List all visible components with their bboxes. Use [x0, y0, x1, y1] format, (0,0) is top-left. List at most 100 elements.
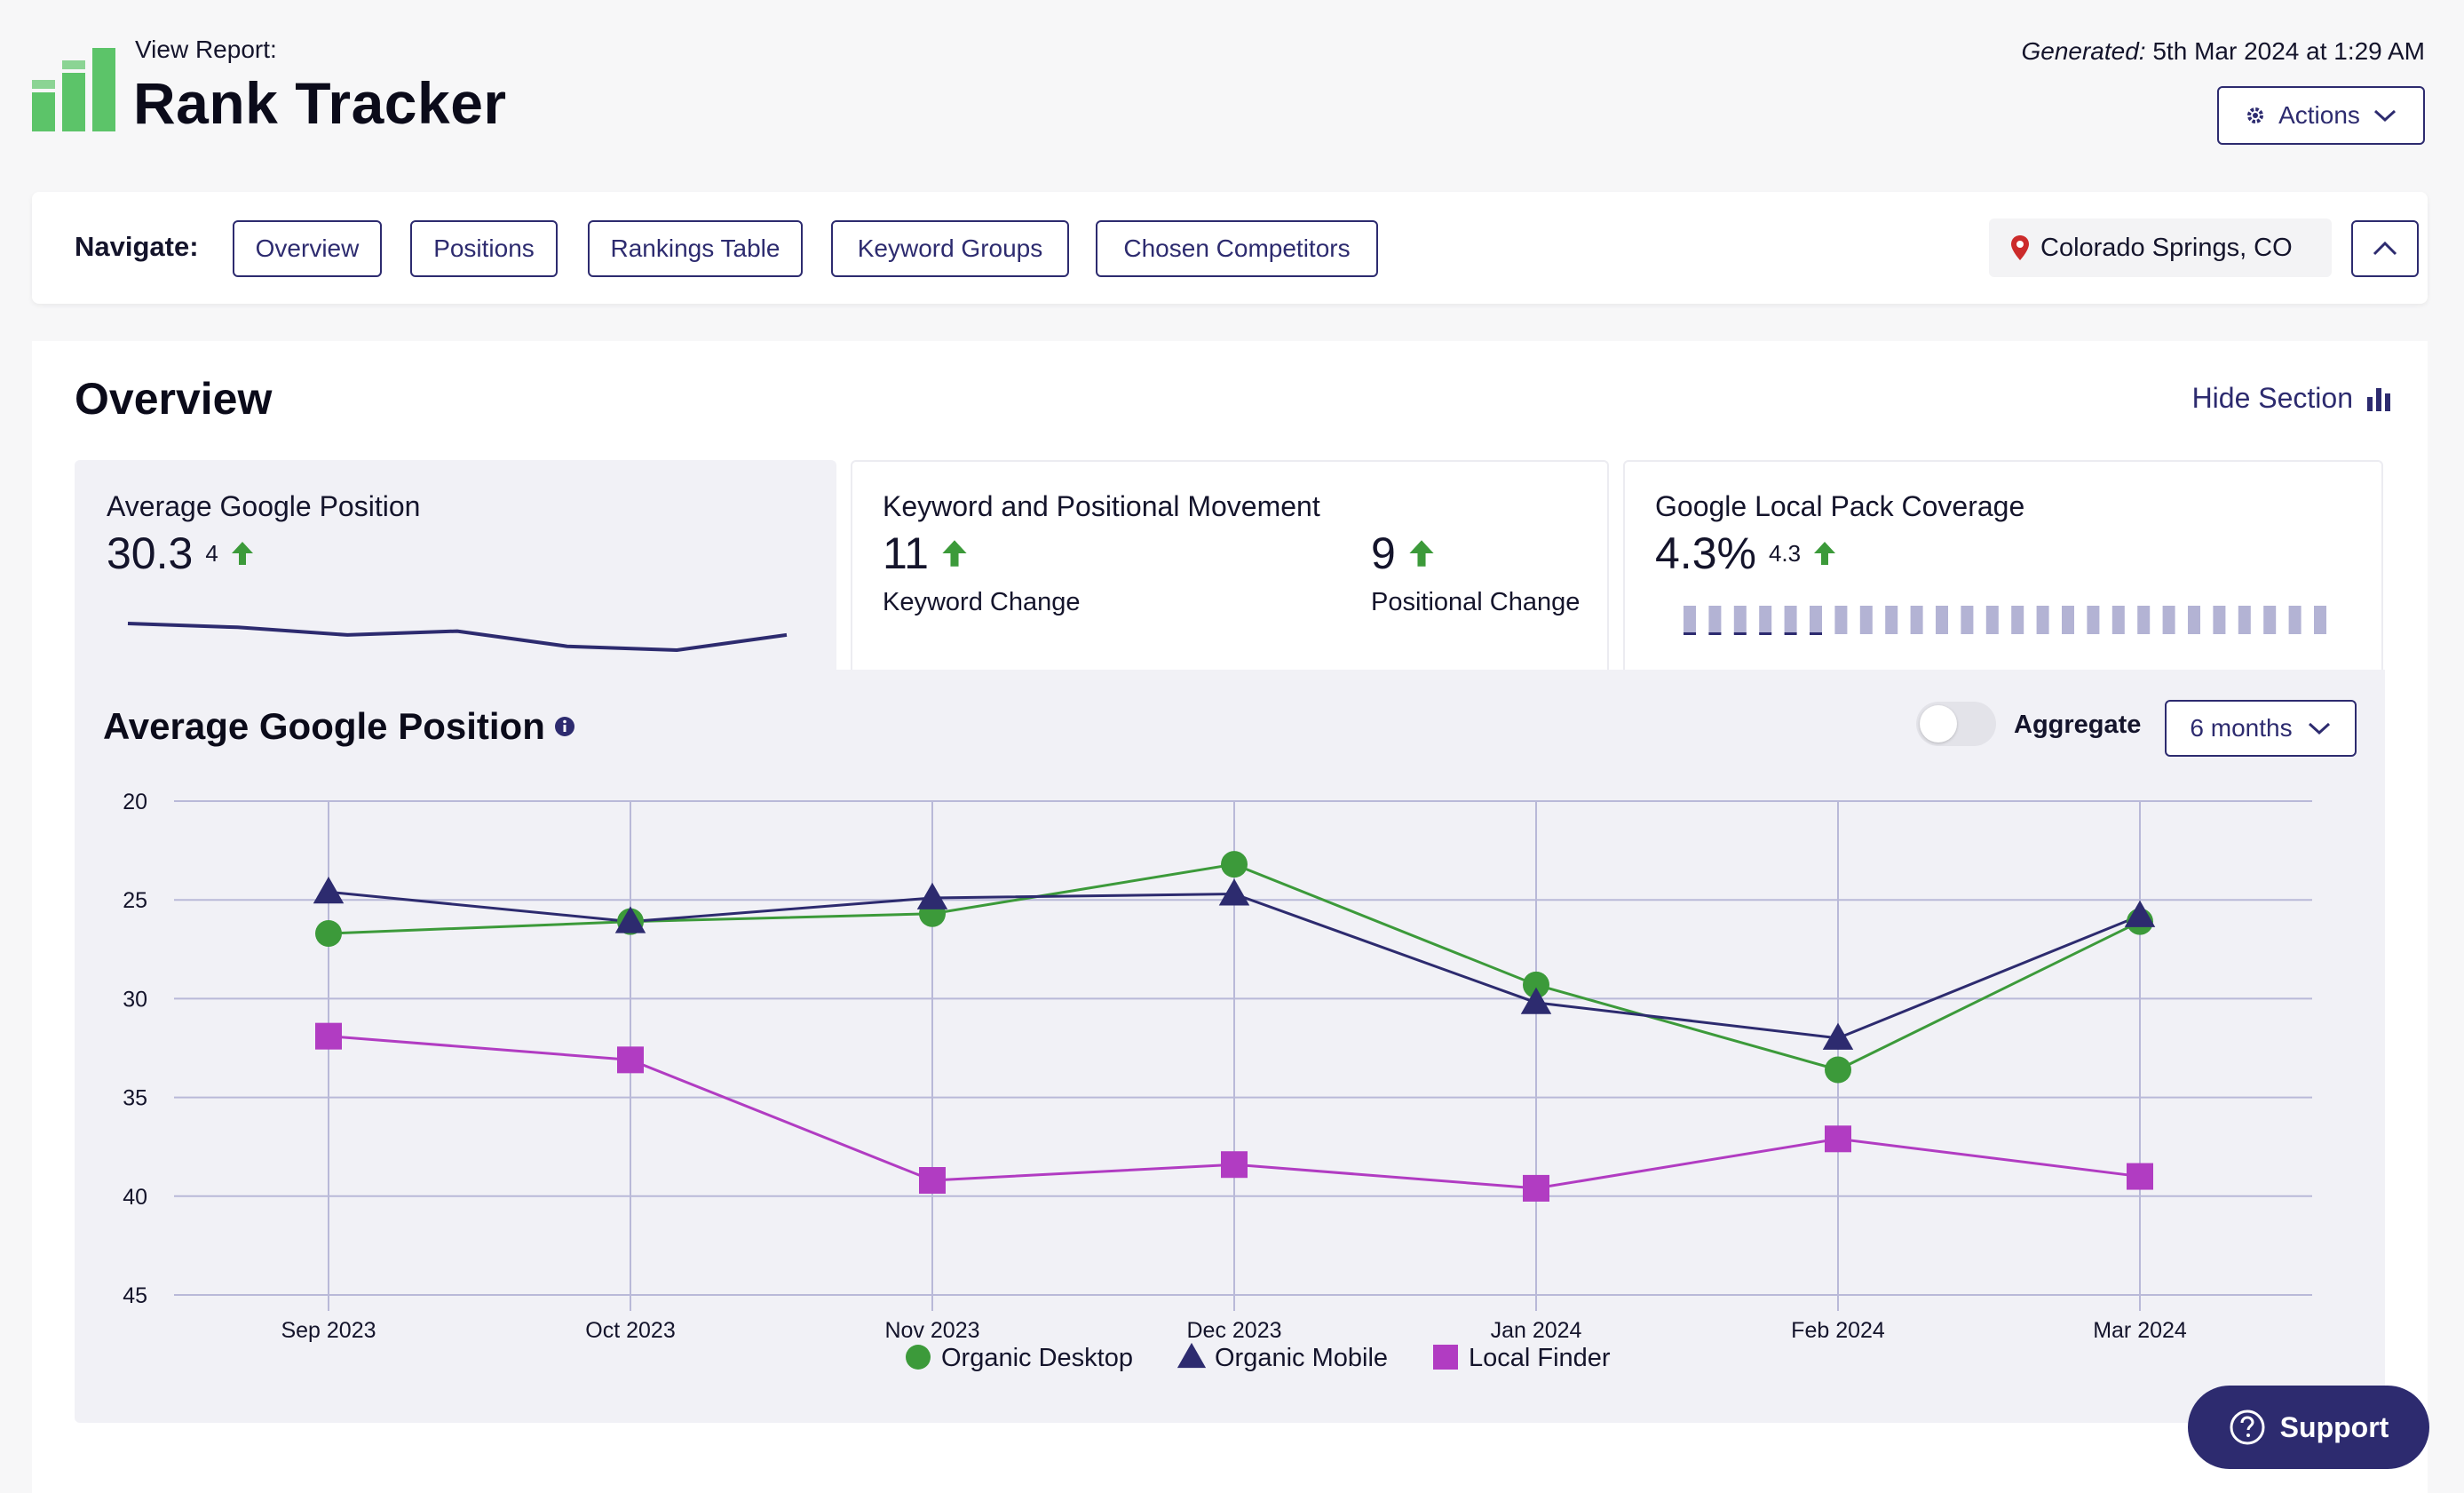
coverage-bar	[1784, 606, 1797, 634]
nav-overview-button[interactable]: Overview	[233, 220, 382, 277]
local-pack-change: 4.3	[1768, 539, 1802, 567]
coverage-bar	[1859, 606, 1873, 634]
nav-keyword-groups-button[interactable]: Keyword Groups	[831, 220, 1069, 277]
legend-marker[interactable]	[906, 1345, 931, 1370]
rank-tracker-logo	[32, 48, 115, 131]
view-report-label: View Report:	[135, 36, 277, 63]
coverage-bar	[1985, 606, 1999, 634]
support-button[interactable]: Support	[2188, 1386, 2429, 1469]
local-pack-coverage-card[interactable]: Google Local Pack Coverage 4.3% 4.3	[1623, 460, 2383, 682]
coverage-bar	[1733, 606, 1747, 634]
aggregate-toggle[interactable]	[1916, 702, 1996, 746]
coverage-bar	[2288, 606, 2302, 634]
chevron-down-icon	[2308, 722, 2330, 735]
coverage-bar	[2162, 606, 2175, 634]
data-point-organic-mobile[interactable]	[614, 906, 646, 933]
map-pin-icon	[2011, 235, 2029, 260]
data-point-organic-desktop[interactable]	[1221, 851, 1248, 878]
data-point-organic-mobile[interactable]	[916, 882, 948, 909]
info-icon[interactable]	[554, 716, 575, 737]
data-point-local-finder[interactable]	[1221, 1151, 1248, 1179]
x-tick-label: Nov 2023	[884, 1318, 979, 1343]
data-point-organic-mobile[interactable]	[313, 877, 345, 904]
legend-marker[interactable]	[1433, 1345, 1458, 1370]
average-position-chart-panel: Average Google Position Aggregate 6 mont…	[75, 670, 2385, 1423]
data-point-local-finder[interactable]	[315, 1022, 342, 1050]
data-point-organic-mobile[interactable]	[1822, 1022, 1854, 1050]
coverage-bar	[2263, 606, 2277, 634]
average-position-value: 30.3	[107, 528, 194, 578]
hide-section-button[interactable]: Hide Section	[2192, 382, 2392, 415]
data-point-organic-desktop[interactable]	[1523, 971, 1549, 998]
local-pack-value: 4.3%	[1655, 528, 1756, 578]
average-position-card-title: Average Google Position	[107, 490, 421, 522]
navigate-label: Navigate:	[75, 231, 199, 262]
nav-chosen-competitors-button[interactable]: Chosen Competitors	[1096, 220, 1378, 277]
coverage-bar	[2087, 606, 2100, 634]
x-tick-label: Sep 2023	[281, 1318, 376, 1343]
average-position-value-row: 30.3 4	[107, 528, 254, 579]
time-range-select[interactable]: 6 months	[2165, 700, 2357, 757]
legend-label[interactable]: Organic Desktop	[941, 1344, 1133, 1372]
data-point-organic-desktop[interactable]	[1825, 1056, 1851, 1084]
coverage-bar	[2314, 606, 2326, 634]
data-point-local-finder[interactable]	[1825, 1125, 1851, 1153]
data-point-organic-mobile[interactable]	[1218, 878, 1250, 906]
time-range-label: 6 months	[2190, 714, 2293, 742]
overview-title: Overview	[75, 374, 273, 424]
x-tick-label: Oct 2023	[585, 1318, 675, 1343]
coverage-bar-covered	[1759, 632, 1772, 635]
location-selector[interactable]: Colorado Springs, CO	[1989, 218, 2332, 277]
y-tick-label: 25	[123, 888, 147, 913]
data-point-organic-mobile[interactable]	[2124, 900, 2156, 927]
data-point-organic-desktop[interactable]	[315, 920, 342, 948]
bar-chart-icon	[2367, 387, 2390, 411]
aggregate-toggle-knob	[1920, 705, 1957, 743]
legend-label[interactable]: Organic Mobile	[1215, 1344, 1388, 1372]
coverage-bar	[2062, 606, 2074, 634]
page-title: Rank Tracker	[133, 70, 507, 136]
coverage-bar-covered	[1810, 632, 1822, 635]
coverage-bar	[2036, 606, 2049, 634]
data-point-local-finder[interactable]	[1523, 1174, 1549, 1202]
keyword-change-value: 11	[883, 528, 929, 578]
data-point-local-finder[interactable]	[2127, 1163, 2153, 1190]
data-point-local-finder[interactable]	[617, 1046, 644, 1074]
local-pack-card-title: Google Local Pack Coverage	[1655, 490, 2025, 522]
up-arrow-icon	[942, 540, 967, 567]
coverage-bar	[2213, 606, 2226, 634]
coverage-bar	[2188, 606, 2200, 634]
chevron-up-icon	[2373, 241, 2397, 256]
legend-label[interactable]: Local Finder	[1469, 1344, 1611, 1372]
coverage-bar-covered	[1784, 632, 1797, 635]
average-position-card[interactable]: Average Google Position 30.3 4	[75, 460, 836, 682]
nav-rankings-table-button[interactable]: Rankings Table	[588, 220, 803, 277]
positional-movement-card-title: Keyword and Positional Movement	[883, 490, 1320, 522]
aggregate-label: Aggregate	[2014, 711, 2142, 739]
actions-button[interactable]: Actions	[2217, 86, 2425, 145]
generated-timestamp: Generated: 5th Mar 2024 at 1:29 AM	[2021, 37, 2425, 66]
coverage-bar-covered	[1708, 632, 1722, 635]
navigation-bar: Navigate: Overview Positions Rankings Ta…	[32, 192, 2428, 304]
coverage-bar	[1834, 606, 1848, 634]
data-point-local-finder[interactable]	[919, 1167, 946, 1195]
chart-title-text: Average Google Position	[103, 705, 545, 747]
generated-value: 5th Mar 2024 at 1:29 AM	[2152, 37, 2425, 65]
coverage-bar	[2011, 606, 2024, 634]
positional-movement-card[interactable]: Keyword and Positional Movement 11 Keywo…	[851, 460, 1609, 682]
coverage-bar	[1885, 606, 1898, 634]
data-point-organic-mobile[interactable]	[1520, 987, 1552, 1014]
legend-marker[interactable]	[1177, 1342, 1207, 1369]
up-arrow-icon	[1814, 542, 1836, 565]
hide-section-label: Hide Section	[2191, 382, 2353, 414]
average-position-change: 4	[205, 539, 218, 567]
average-position-sparkline	[127, 622, 788, 653]
nav-positions-button[interactable]: Positions	[410, 220, 558, 277]
chart-title: Average Google Position	[103, 705, 575, 748]
positional-change-row: 9	[1371, 528, 1435, 579]
coverage-bar	[1936, 606, 1948, 634]
coverage-bar	[2111, 606, 2125, 634]
collapse-nav-button[interactable]	[2351, 220, 2419, 277]
coverage-bar	[2238, 606, 2251, 634]
coverage-bar-covered	[1684, 632, 1696, 635]
